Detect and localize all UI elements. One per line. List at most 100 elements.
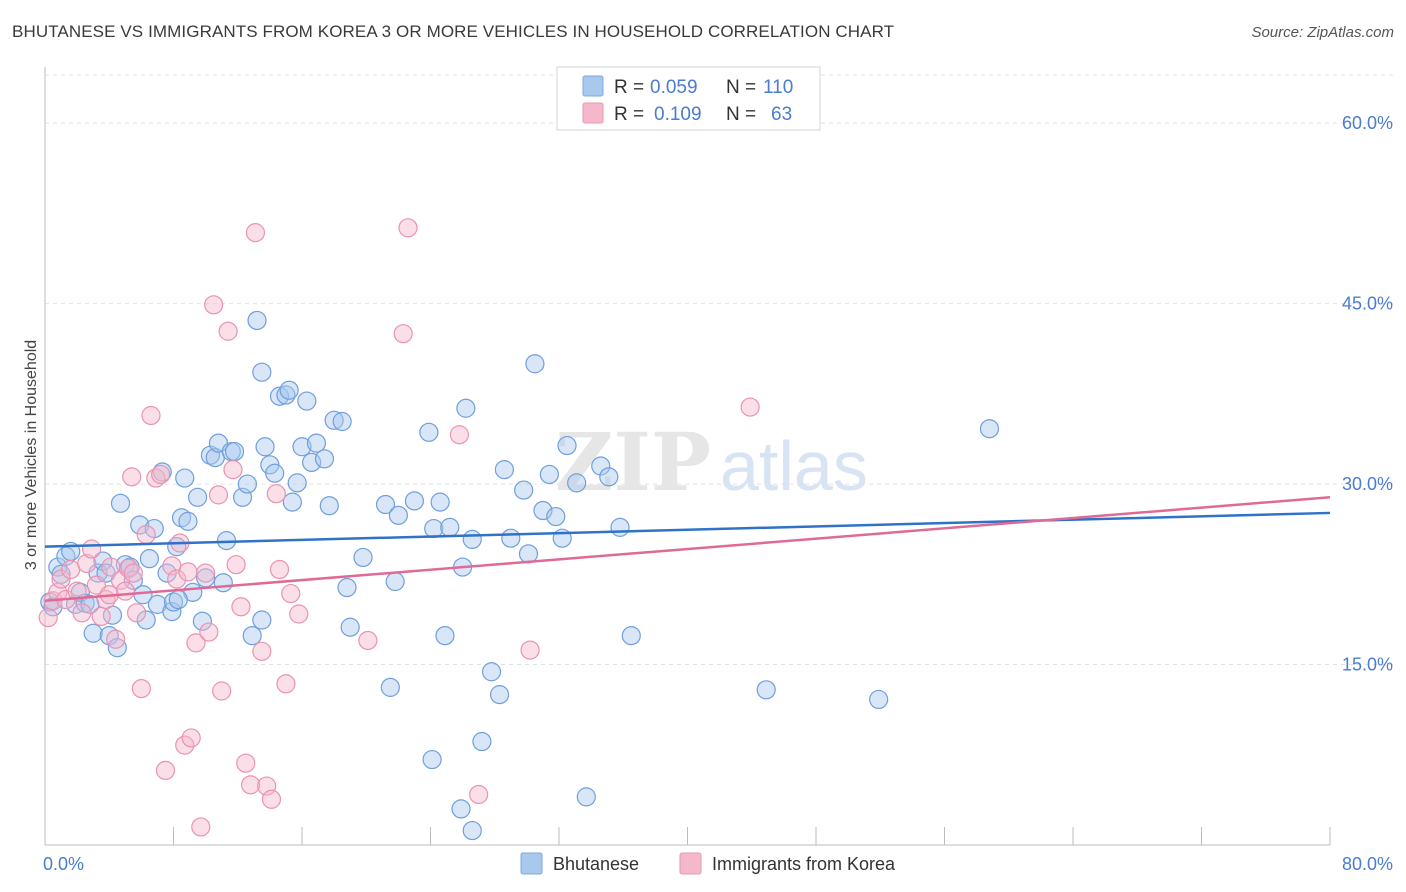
point-bhutanese [332,411,352,432]
point-bhutanese [213,573,233,593]
point-korea [281,583,301,604]
point-bhutanese [175,468,195,488]
point-bhutanese [525,354,545,374]
point-korea [469,784,489,805]
point-korea [131,678,151,699]
y-axis-label: 3 or more Vehicles in Household [23,340,40,570]
point-bhutanese [265,463,285,483]
point-bhutanese [324,410,344,430]
point-korea [231,597,251,617]
legend-r-label: R = [614,104,644,125]
point-bhutanese [187,487,208,507]
point-korea [191,817,211,837]
point-korea [223,460,243,480]
point-bhutanese [539,464,559,485]
point-bhutanese [404,491,425,511]
point-bhutanese [139,549,160,569]
point-korea [393,324,413,344]
point-korea [115,581,135,601]
point-korea [236,753,256,773]
point-korea [51,569,71,589]
legend-r-label: R = [614,77,644,98]
point-bhutanese [514,480,534,500]
point-korea [181,728,201,748]
point-korea [449,425,470,445]
point-korea [208,485,229,505]
point-bhutanese [192,611,213,631]
point-bhutanese [462,529,482,550]
legend-n-label: N = [726,104,756,125]
trend-lines [44,496,1331,603]
point-bhutanese [462,820,482,841]
point-bhutanese [51,564,71,584]
point-bhutanese [340,617,360,637]
legend-swatch-bhutanese [582,75,604,97]
point-bhutanese [494,460,514,480]
top-legend: R = 0.059 N = 110 R = 0.109 N = 63 [556,66,821,131]
point-korea [269,559,290,580]
point-korea [38,608,58,628]
point-bhutanese [456,398,476,418]
point-bhutanese [337,577,357,598]
point-korea [141,405,161,426]
point-korea [106,629,126,649]
point-bhutanese [178,511,198,531]
bottom-legend-label-bhutanese: Bhutanese [553,854,639,874]
point-korea [167,569,187,589]
legend-n-label: N = [726,77,756,98]
point-korea [740,397,760,417]
point-bhutanese [279,380,299,400]
x-tick-label: 0.0% [43,854,84,874]
point-korea [151,464,171,485]
point-korea [218,321,238,341]
point-bhutanese [430,492,450,512]
legend-n-value: 63 [771,104,792,125]
point-korea [123,563,143,583]
point-bhutanese [385,571,405,592]
point-korea [81,539,102,559]
point-bhutanese [591,456,611,476]
point-bhutanese [419,422,439,442]
point-bhutanese [440,517,460,537]
trend-line-bhutanese [44,511,1331,548]
point-korea [252,641,272,661]
point-bhutanese [388,505,408,525]
point-korea [241,775,261,795]
point-bhutanese [319,496,339,516]
trend-line-korea [44,496,1331,603]
point-bhutanese [424,518,444,539]
point-bhutanese [168,589,188,610]
point-bhutanese [472,731,492,752]
point-bhutanese [306,433,327,453]
point-bhutanese [621,626,641,646]
watermark-atlas: atlas [720,427,868,505]
point-bhutanese [557,435,577,456]
point-bhutanese [576,787,596,807]
point-korea [155,760,176,781]
watermark: ZIP atlas [555,415,868,509]
chart-title: BHUTANESE VS IMMIGRANTS FROM KOREA 3 OR … [12,22,895,41]
point-bhutanese [224,441,245,462]
bottom-legend-swatch-korea [679,852,702,875]
point-korea [245,223,266,243]
point-korea [398,218,418,238]
point-korea [175,735,195,755]
point-korea [86,575,107,595]
point-korea [72,603,92,623]
point-bhutanese [302,452,322,473]
point-bhutanese [255,437,275,457]
point-bhutanese [979,419,1000,439]
point-bhutanese [287,473,307,493]
point-korea [199,622,219,642]
point-korea [276,674,296,694]
point-bhutanese [252,362,272,382]
point-korea [261,789,282,809]
y-tick-label: 15.0% [1342,655,1393,675]
point-bhutanese [252,610,272,630]
point-bhutanese [380,677,400,697]
point-bhutanese [110,493,131,513]
point-bhutanese [375,494,396,515]
point-bhutanese [353,547,373,568]
point-bhutanese [481,662,502,682]
point-korea [186,633,206,653]
